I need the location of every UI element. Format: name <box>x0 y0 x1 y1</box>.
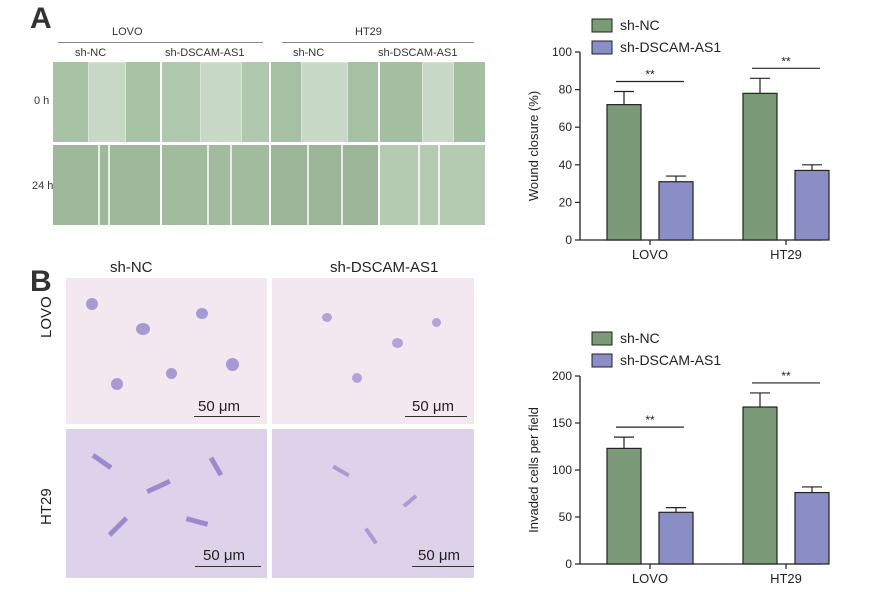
wound-image-ht29-shnc-24h <box>271 145 378 225</box>
legend-label-0: sh-NC <box>620 17 660 33</box>
invasion-image-ht29-shdscam <box>272 429 474 578</box>
y-tick-label: 200 <box>552 369 572 383</box>
ht29-header-line <box>282 42 474 43</box>
y-tick-label: 0 <box>565 233 572 247</box>
legend-swatch-1 <box>591 40 613 55</box>
y-tick-label: 150 <box>552 416 572 430</box>
lovo-header-line <box>58 42 263 43</box>
scale-bar-lovo-shnc <box>194 416 260 417</box>
invasion-image-lovo-shnc <box>66 278 267 424</box>
ht29-header: HT29 <box>355 26 382 38</box>
wound-closure-chart: sh-NC sh-DSCAM-AS1 0 20 40 60 80 100 Wound closu… <box>526 17 830 262</box>
significance-label: ** <box>645 67 655 81</box>
legend-label-1: sh-DSCAM-AS1 <box>620 39 721 55</box>
invaded-cells-chart: sh-NC sh-DSCAM-AS1 0 50 100 150 200 Invaded cel… <box>526 330 830 586</box>
wound-image-ht29-shdscam-0h <box>380 62 485 142</box>
y-tick-label: 100 <box>552 45 572 59</box>
row-label-b-ht29: HT29 <box>38 488 55 525</box>
col-label-lovo-shnc: sh-NC <box>75 47 107 59</box>
invasion-image-lovo-shdscam <box>272 278 474 424</box>
x-tick-label: LOVO <box>632 571 668 586</box>
scale-bar-lovo-shdscam <box>405 416 467 417</box>
scale-label-ht29-shdscam: 50 μm <box>418 547 460 564</box>
bar-HT29-sh-NC <box>742 92 778 241</box>
col-label-lovo-shdscam: sh-DSCAM-AS1 <box>165 47 245 59</box>
scale-bar-ht29-shdscam <box>412 566 474 567</box>
y-tick-label: 40 <box>559 158 573 172</box>
x-tick-label: LOVO <box>632 247 668 262</box>
wound-image-lovo-shnc-24h <box>53 145 160 225</box>
legend-label-0: sh-NC <box>620 330 660 346</box>
y-tick-label: 100 <box>552 463 572 477</box>
row-label-24h: 24 h <box>32 180 54 192</box>
col-label-ht29-shdscam: sh-DSCAM-AS1 <box>378 47 458 59</box>
legend-swatch-0 <box>591 331 613 346</box>
invasion-image-ht29-shnc <box>66 429 267 578</box>
significance-label: ** <box>781 54 791 68</box>
wound-image-lovo-shnc-0h <box>53 62 160 142</box>
wound-image-lovo-shdscam-24h <box>162 145 269 225</box>
legend-swatch-0 <box>591 18 613 33</box>
bar-HT29-sh-DSCAM-AS1 <box>794 491 830 565</box>
lovo-header: LOVO <box>112 26 143 38</box>
bar-HT29-sh-DSCAM-AS1 <box>794 169 830 241</box>
scale-bar-ht29-shnc <box>195 566 261 567</box>
x-tick-label: HT29 <box>770 571 802 586</box>
legend-label-1: sh-DSCAM-AS1 <box>620 352 721 368</box>
row-label-0h: 0 h <box>34 95 50 107</box>
significance-label: ** <box>645 413 655 427</box>
col-label-b-shnc: sh-NC <box>110 259 153 276</box>
bar-LOVO-sh-DSCAM-AS1 <box>658 511 694 565</box>
y-tick-label: 80 <box>559 83 573 97</box>
bar-HT29-sh-NC <box>742 406 778 565</box>
bar-LOVO-sh-DSCAM-AS1 <box>658 181 694 241</box>
panel-a-label: A <box>30 2 52 35</box>
y-axis-label: Invaded cells per field <box>526 407 541 533</box>
scale-label-lovo-shdscam: 50 μm <box>412 398 454 415</box>
row-label-b-lovo: LOVO <box>38 296 55 338</box>
legend-swatch-1 <box>591 353 613 368</box>
bar-LOVO-sh-NC <box>606 104 642 241</box>
col-label-b-shdscam: sh-DSCAM-AS1 <box>330 259 439 276</box>
x-tick-label: HT29 <box>770 247 802 262</box>
significance-label: ** <box>781 369 791 383</box>
y-tick-label: 0 <box>565 557 572 571</box>
wound-image-lovo-shdscam-0h <box>162 62 269 142</box>
scale-label-ht29-shnc: 50 μm <box>203 547 245 564</box>
scale-label-lovo-shnc: 50 μm <box>198 398 240 415</box>
y-axis-label: Wound closure (%) <box>526 91 541 201</box>
wound-image-ht29-shdscam-24h <box>380 145 485 225</box>
y-tick-label: 20 <box>559 195 573 209</box>
col-label-ht29-shnc: sh-NC <box>293 47 325 59</box>
wound-image-ht29-shnc-0h <box>271 62 378 142</box>
panel-b-label: B <box>30 265 52 298</box>
y-tick-label: 50 <box>559 510 573 524</box>
y-tick-label: 60 <box>559 120 573 134</box>
bar-LOVO-sh-NC <box>606 447 642 565</box>
